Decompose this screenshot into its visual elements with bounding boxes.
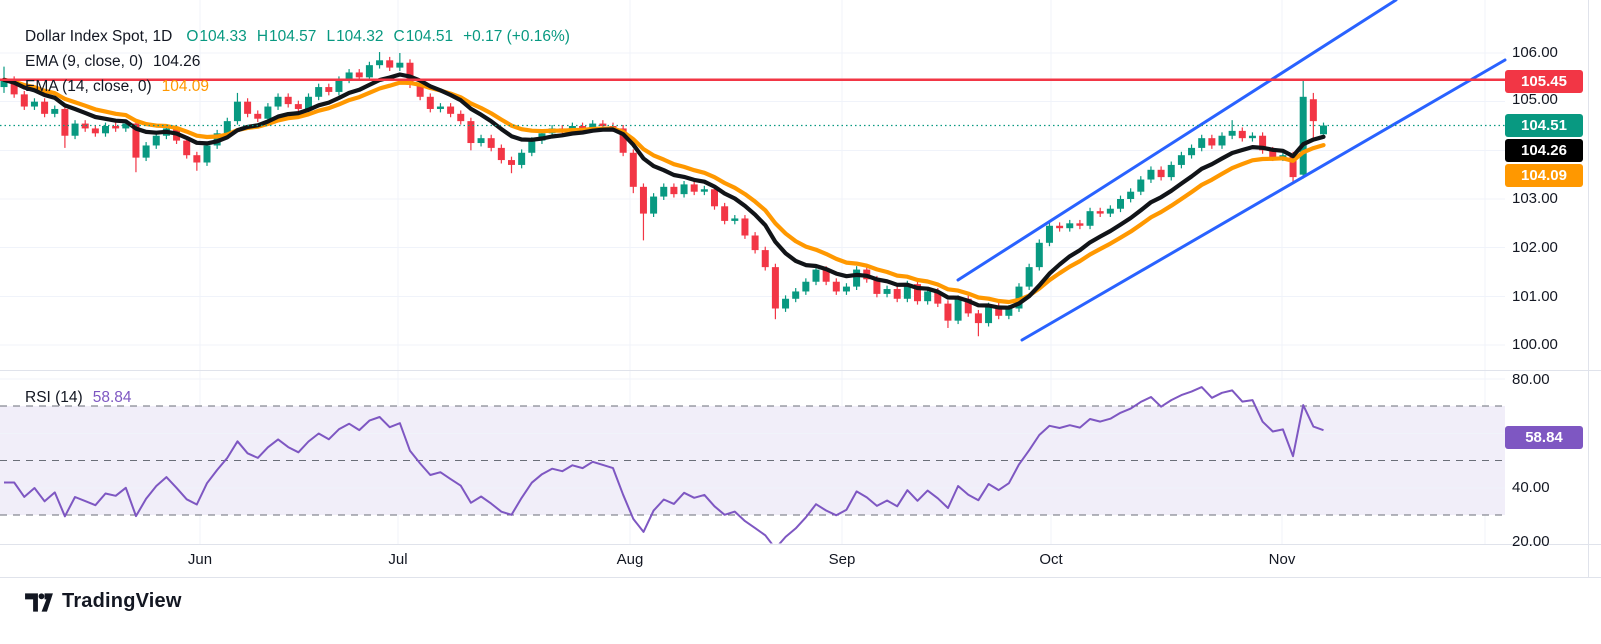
- ema14-value: 104.09: [161, 78, 210, 95]
- axis-price-label: 106.00: [1512, 44, 1558, 61]
- axis-price-label: 101.00: [1512, 288, 1558, 305]
- time-axis-month-label: Nov: [1268, 551, 1296, 568]
- ohlc-open: O104.33: [186, 28, 247, 45]
- tradingview-logo[interactable]: TradingView: [24, 590, 182, 613]
- axis-price-label: 20.00: [1512, 533, 1550, 550]
- price-axis-badge: 105.45: [1505, 69, 1583, 93]
- ema9-label: EMA (9, close, 0): [25, 53, 144, 70]
- time-axis-month-label: Oct: [1039, 551, 1063, 568]
- price-axis-badge: 104.51: [1505, 113, 1583, 137]
- ohlc-high: H104.57: [256, 28, 317, 45]
- axis-price-label: 80.00: [1512, 371, 1550, 388]
- axis-price-label: 105.00: [1512, 91, 1558, 108]
- rsi-value: 58.84: [92, 389, 132, 406]
- time-axis-month-label: Aug: [616, 551, 644, 568]
- tradingview-logo-text: TradingView: [62, 590, 182, 612]
- symbol-title: Dollar Index Spot, 1D: [25, 28, 173, 45]
- symbol-legend-row[interactable]: Dollar Index Spot, 1D O104.33 H104.57 L1…: [25, 28, 570, 46]
- axis-price-label: 40.00: [1512, 479, 1550, 496]
- time-axis-month-label: Jun: [187, 551, 213, 568]
- axis-price-label: 103.00: [1512, 190, 1558, 207]
- price-axis-badge: 104.26: [1505, 138, 1583, 162]
- price-axis-badge: 104.09: [1505, 163, 1583, 187]
- change-value: +0.17 (+0.16%): [463, 28, 570, 45]
- time-axis-month-label: Sep: [828, 551, 856, 568]
- rsi-label: RSI (14): [25, 389, 83, 406]
- footer-branding: TradingView: [24, 590, 182, 613]
- tradingview-logo-icon: [25, 592, 53, 612]
- ema14-legend-row[interactable]: EMA (14, close, 0) 104.09: [25, 78, 209, 96]
- ohlc-close: C104.51: [393, 28, 454, 45]
- ema9-value: 104.26: [153, 53, 201, 70]
- ema14-label: EMA (14, close, 0): [25, 78, 152, 95]
- time-axis-month-label: Jul: [388, 551, 408, 568]
- ema9-legend-row[interactable]: EMA (9, close, 0) 104.26: [25, 53, 200, 71]
- rsi-legend-row[interactable]: RSI (14) 58.84: [25, 389, 132, 407]
- axis-price-label: 102.00: [1512, 239, 1558, 256]
- price-axis-badge: 58.84: [1505, 425, 1583, 449]
- ohlc-low: L104.32: [326, 28, 384, 45]
- axis-price-label: 100.00: [1512, 336, 1558, 353]
